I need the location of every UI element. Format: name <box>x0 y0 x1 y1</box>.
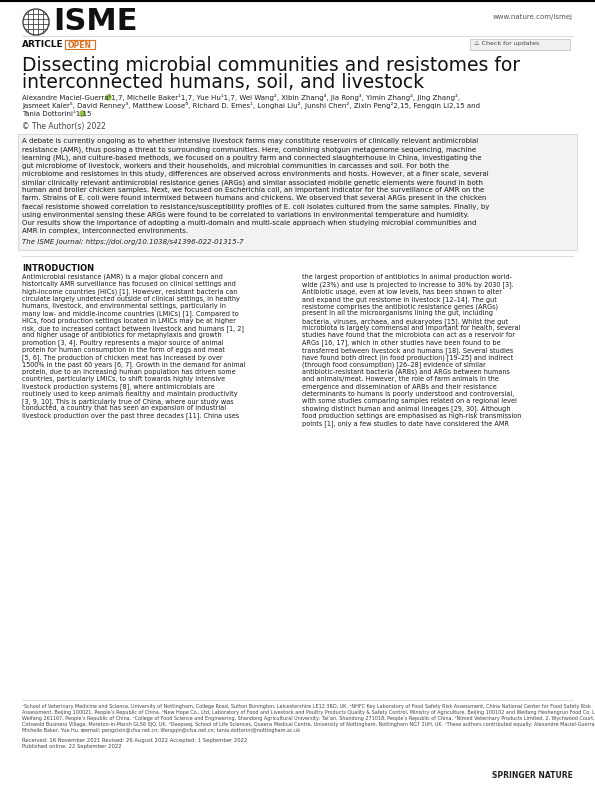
Text: (through food consumption) [26–28] evidence of similar: (through food consumption) [26–28] evide… <box>302 361 486 369</box>
Text: ¹School of Veterinary Medicine and Science, University of Nottingham, College Ro: ¹School of Veterinary Medicine and Scien… <box>22 704 591 709</box>
Text: circulate largely undetected outside of clinical settings, in healthy: circulate largely undetected outside of … <box>22 296 240 302</box>
Text: and animals/meat. However, the role of farm animals in the: and animals/meat. However, the role of f… <box>302 377 499 382</box>
Text: resistome comprises the antibiotic resistance genes (ARGs): resistome comprises the antibiotic resis… <box>302 303 499 310</box>
Text: microbiota is largely commensal and important for health, several: microbiota is largely commensal and impo… <box>302 325 521 331</box>
Text: 1500% in the past 60 years [6, 7]. Growth in the demand for animal: 1500% in the past 60 years [6, 7]. Growt… <box>22 361 246 369</box>
FancyBboxPatch shape <box>470 39 570 50</box>
Text: Jasmeet Kaler⁵, David Renney³, Matthew Loose⁶, Richard D. Emes¹, Longhai Liu², J: Jasmeet Kaler⁵, David Renney³, Matthew L… <box>22 102 480 109</box>
Text: Dissecting microbial communities and resistomes for: Dissecting microbial communities and res… <box>22 56 520 75</box>
Text: A debate is currently ongoing as to whether intensive livestock farms may consti: A debate is currently ongoing as to whet… <box>22 138 478 144</box>
Text: farm. Strains of E. coli were found intermixed between humans and chickens. We o: farm. Strains of E. coli were found inte… <box>22 195 487 202</box>
Text: Received: 16 November 2021 Revised: 26 August 2022 Accepted: 1 September 2022: Received: 16 November 2021 Revised: 26 A… <box>22 738 248 743</box>
Text: Assessment, Beijing 100021, People’s Republic of China. ³New Hope Co., Ltd, Labo: Assessment, Beijing 100021, People’s Rep… <box>22 710 595 715</box>
Text: human and broiler chicken samples. Next, we focused on Escherichia coli, an impo: human and broiler chicken samples. Next,… <box>22 187 484 193</box>
Text: interconnected humans, soil, and livestock: interconnected humans, soil, and livesto… <box>22 73 424 92</box>
Text: [5, 6]. The production of chicken meat has increased by over: [5, 6]. The production of chicken meat h… <box>22 354 223 361</box>
Text: emergence and dissemination of ARBs and their resistance: emergence and dissemination of ARBs and … <box>302 384 497 389</box>
Text: faecal resistome showed correlation to resistance/susceptibility profiles of E. : faecal resistome showed correlation to r… <box>22 203 489 210</box>
Text: OPEN: OPEN <box>68 40 92 50</box>
Text: SPRINGER NATURE: SPRINGER NATURE <box>492 771 573 780</box>
Text: transferred between livestock and humans [18]. Several studies: transferred between livestock and humans… <box>302 347 513 354</box>
Text: protein for human consumption in the form of eggs and meat: protein for human consumption in the for… <box>22 347 225 353</box>
Text: ARGs [16, 17], which in other studies have been found to be: ARGs [16, 17], which in other studies ha… <box>302 339 501 346</box>
Text: routinely used to keep animals healthy and maintain productivity: routinely used to keep animals healthy a… <box>22 391 237 397</box>
Text: ⚠ Check for updates: ⚠ Check for updates <box>474 40 539 46</box>
Text: Our results show the importance of adopting a multi-domain and multi-scale appro: Our results show the importance of adopt… <box>22 220 477 226</box>
Text: HICs, food production settings located in LMICs may be at higher: HICs, food production settings located i… <box>22 318 236 324</box>
Text: high-income countries (HICs) [1]. However, resistant bacteria can: high-income countries (HICs) [1]. Howeve… <box>22 289 237 295</box>
Text: many low- and middle-income countries (LMICs) [1]. Compared to: many low- and middle-income countries (L… <box>22 311 239 317</box>
Text: conducted, a country that has seen an expansion of industrial: conducted, a country that has seen an ex… <box>22 406 226 411</box>
Text: wide (23%) and use is projected to increase to 30% by 2030 [3].: wide (23%) and use is projected to incre… <box>302 282 514 288</box>
Text: risk, due to increased contact between livestock and humans [1, 2]: risk, due to increased contact between l… <box>22 325 244 332</box>
Text: historically AMR surveillance has focused on clinical settings and: historically AMR surveillance has focuse… <box>22 282 236 287</box>
Text: with some studies comparing samples related on a regional level: with some studies comparing samples rela… <box>302 398 518 404</box>
Text: points [1], only a few studies to date have considered the AMR: points [1], only a few studies to date h… <box>302 420 509 427</box>
Text: bacteria, viruses, archaea, and eukaryotes [15]. Whilst the gut: bacteria, viruses, archaea, and eukaryot… <box>302 318 509 324</box>
Text: showing distinct human and animal lineages [29, 30]. Although: showing distinct human and animal lineag… <box>302 406 511 412</box>
Text: The ISME Journal; https://doi.org/10.1038/s41396-022-01315-7: The ISME Journal; https://doi.org/10.103… <box>22 239 243 245</box>
Text: Antimicrobial resistance (AMR) is a major global concern and: Antimicrobial resistance (AMR) is a majo… <box>22 274 223 281</box>
Text: livestock production systems [8], where antimicrobials are: livestock production systems [8], where … <box>22 384 215 390</box>
Text: ARTICLE: ARTICLE <box>22 40 64 49</box>
Text: similar clinically relevant antimicrobial resistance genes (ARGs) and similar as: similar clinically relevant antimicrobia… <box>22 179 483 186</box>
Text: AMR in complex, interconnected environments.: AMR in complex, interconnected environme… <box>22 228 188 234</box>
Text: [3, 9, 10]. This is particularly true of China, where our study was: [3, 9, 10]. This is particularly true of… <box>22 398 234 405</box>
Text: Antibiotic usage, even at low levels, has been shown to alter: Antibiotic usage, even at low levels, ha… <box>302 289 503 294</box>
Text: Tania Dottorini¹1,15: Tania Dottorini¹1,15 <box>22 110 92 117</box>
Text: humans, livestock, and environmental settings, particularly in: humans, livestock, and environmental set… <box>22 303 226 309</box>
Text: Michelle Baker, Yue Hu. ✉email: pengzixin@cfsa.net.cn; lifengqin@cfsa.net.cn; ta: Michelle Baker, Yue Hu. ✉email: pengzixi… <box>22 728 300 733</box>
Text: promotion [3, 4]. Poultry represents a major source of animal: promotion [3, 4]. Poultry represents a m… <box>22 339 224 346</box>
Text: ISME: ISME <box>53 6 137 36</box>
Text: determinants to humans is poorly understood and controversial,: determinants to humans is poorly underst… <box>302 391 515 397</box>
Text: protein, due to an increasing human population has driven some: protein, due to an increasing human popu… <box>22 369 236 375</box>
Text: food production settings are emphasised as high-risk transmission: food production settings are emphasised … <box>302 413 522 418</box>
Text: countries, particularly LMICs, to shift towards highly intensive: countries, particularly LMICs, to shift … <box>22 377 225 382</box>
Text: gut microbiome of livestock, workers and their households, and microbial communi: gut microbiome of livestock, workers and… <box>22 163 449 168</box>
Text: Cotswold Business Village, Moreton-in-Marsh GL56 0JQ, UK. ⁶Deepseq, School of Li: Cotswold Business Village, Moreton-in-Ma… <box>22 722 595 727</box>
Text: INTRODUCTION: INTRODUCTION <box>22 264 94 273</box>
FancyBboxPatch shape <box>18 134 577 250</box>
Text: livestock production over the past three decades [11]. China uses: livestock production over the past three… <box>22 413 239 419</box>
Text: www.nature.com/ismej: www.nature.com/ismej <box>493 14 573 20</box>
Text: Weifang 261167, People’s Republic of China. ⁴College of Food Science and Enginee: Weifang 261167, People’s Republic of Chi… <box>22 716 594 721</box>
Text: and higher usage of antibiotics for metaphylaxis and growth: and higher usage of antibiotics for meta… <box>22 332 221 339</box>
Text: the largest proportion of antibiotics in animal production world-: the largest proportion of antibiotics in… <box>302 274 512 280</box>
Text: Alexandre Maciel-Guerra¹1,7, Michelle Baker¹1,7, Yue Hu¹1,7, Wei Wang², Xibin Zh: Alexandre Maciel-Guerra¹1,7, Michelle Ba… <box>22 94 460 101</box>
Text: antibiotic-resistant bacteria (ARBs) and ARGs between humans: antibiotic-resistant bacteria (ARBs) and… <box>302 369 511 376</box>
Text: © The Author(s) 2022: © The Author(s) 2022 <box>22 122 106 131</box>
Text: and expand the gut resistome in livestock [12–14]. The gut: and expand the gut resistome in livestoc… <box>302 296 497 303</box>
Text: present in all the microorganisms lining the gut, including: present in all the microorganisms lining… <box>302 311 493 316</box>
Text: resistance (AMR), thus posing a threat to surrounding communities. Here, combini: resistance (AMR), thus posing a threat t… <box>22 146 476 153</box>
Text: learning (ML), and culture-based methods, we focused on a poultry farm and conne: learning (ML), and culture-based methods… <box>22 154 481 161</box>
Text: Published online: 22 September 2022: Published online: 22 September 2022 <box>22 744 121 749</box>
Text: have found both direct (in food production) [19–25] and indirect: have found both direct (in food producti… <box>302 354 513 361</box>
Text: microbiome and resistomes in this study, differences are observed across environ: microbiome and resistomes in this study,… <box>22 171 488 177</box>
Text: using environmental sensing these ARGs were found to be correlated to variations: using environmental sensing these ARGs w… <box>22 212 469 218</box>
Text: studies have found that the microbiota can act as a reservoir for: studies have found that the microbiota c… <box>302 332 515 339</box>
